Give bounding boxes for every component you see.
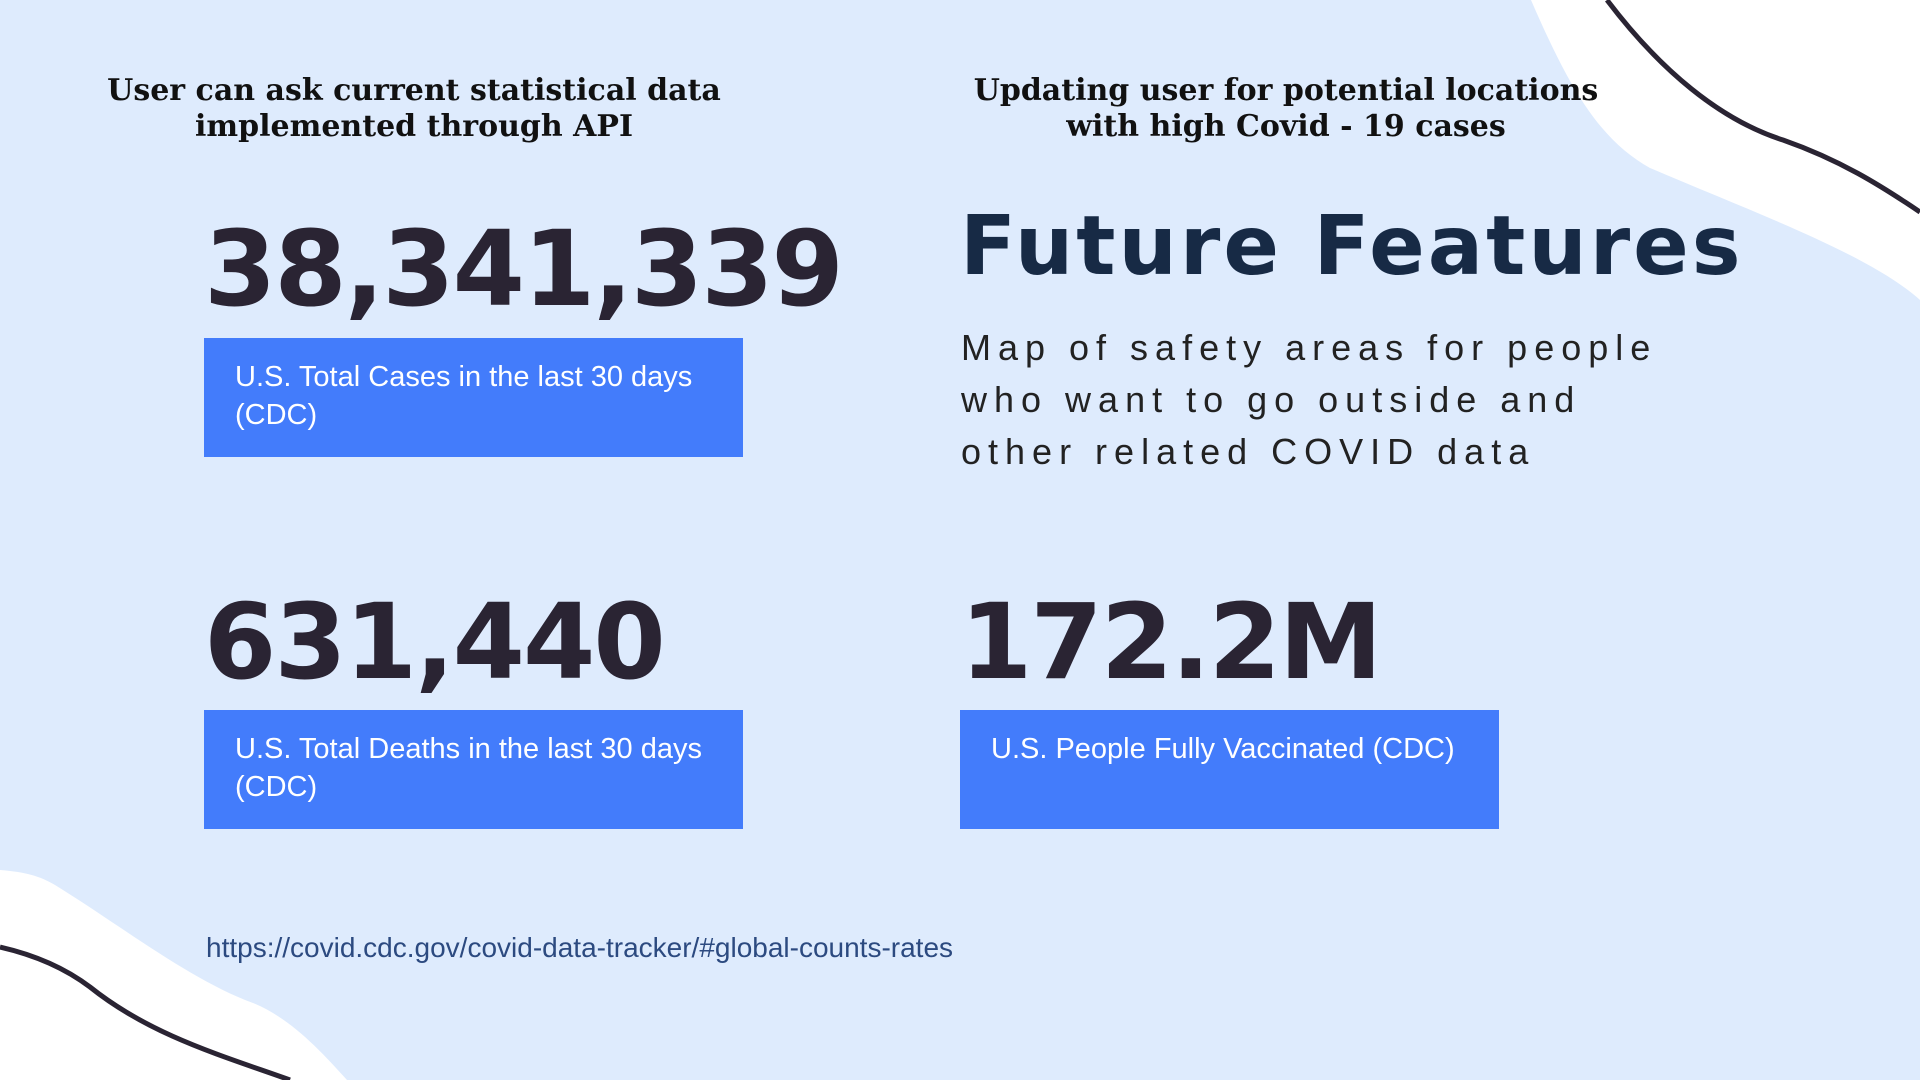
total-deaths-label: U.S. Total Deaths in the last 30 days (C…	[204, 710, 743, 829]
bottom-left-curve-line	[0, 944, 291, 1080]
future-features-title: Future Features	[960, 199, 1744, 294]
source-link[interactable]: https://covid.cdc.gov/covid-data-tracker…	[206, 932, 954, 963]
top-right-curve-line	[1605, 0, 1920, 215]
total-deaths-value: 631,440	[204, 581, 666, 703]
vaccinated-value: 172.2M	[960, 581, 1382, 703]
bottom-left-white-blob	[0, 870, 347, 1080]
right-heading: Updating user for potential locations wi…	[973, 73, 1599, 144]
top-right-white-blob	[1531, 0, 1920, 300]
future-features-description: Map of safety areas for people who want …	[961, 327, 1658, 472]
total-cases-label: U.S. Total Cases in the last 30 days (CD…	[204, 338, 743, 457]
vaccinated-label: U.S. People Fully Vaccinated (CDC)	[960, 710, 1499, 829]
left-heading: User can ask current statistical data im…	[107, 73, 721, 144]
total-cases-value: 38,341,339	[204, 208, 844, 330]
